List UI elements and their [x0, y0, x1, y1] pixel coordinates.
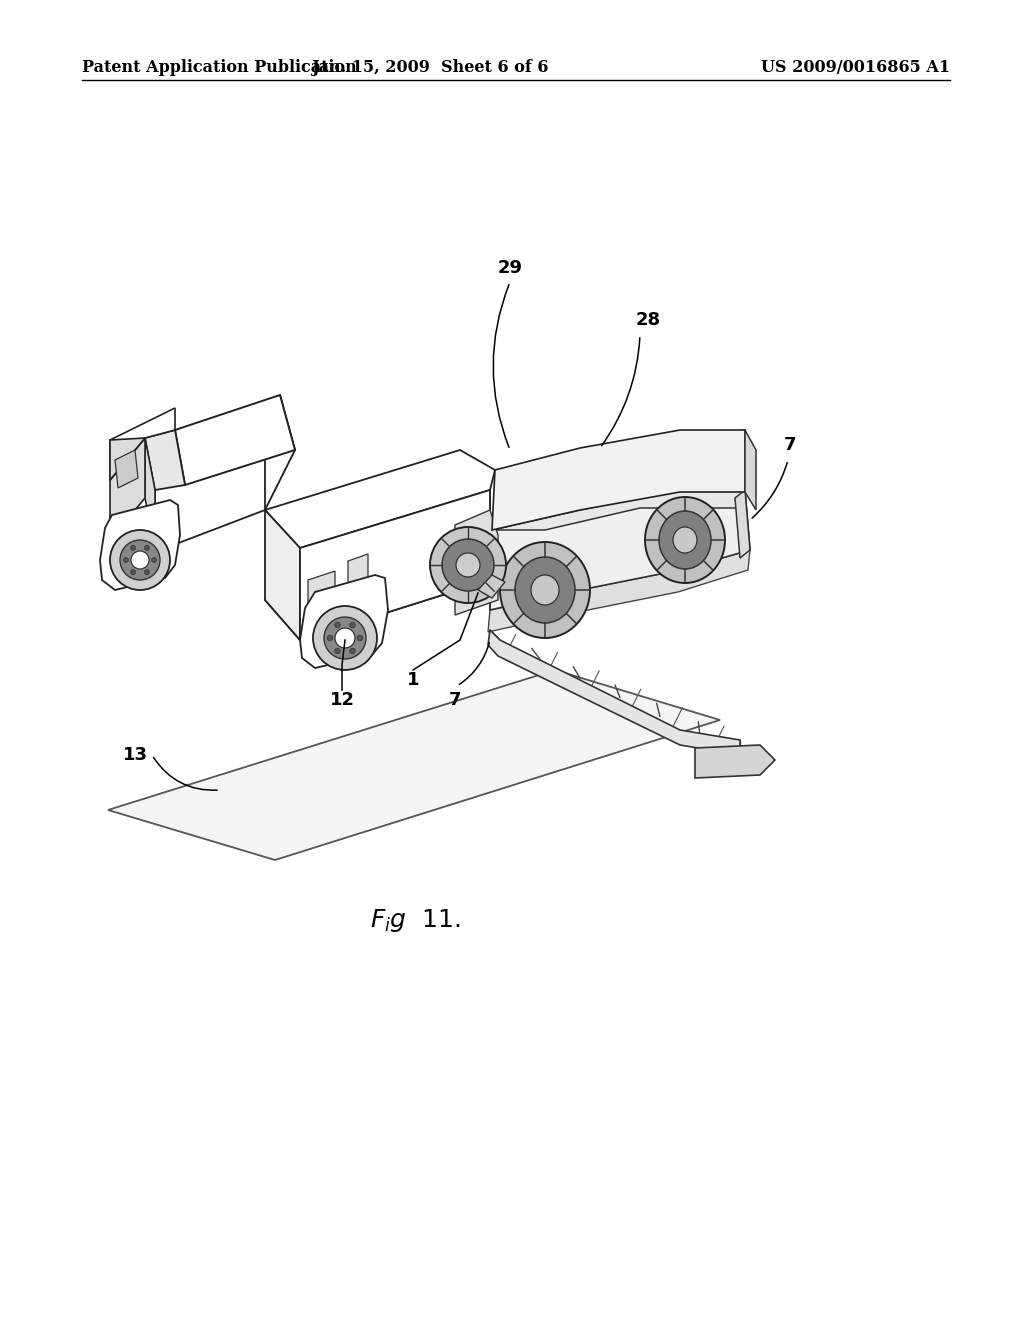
Polygon shape	[115, 450, 138, 488]
Ellipse shape	[659, 511, 711, 569]
Ellipse shape	[130, 570, 135, 574]
Polygon shape	[265, 450, 495, 548]
Polygon shape	[488, 550, 750, 632]
Ellipse shape	[350, 648, 355, 653]
Text: 29: 29	[498, 259, 522, 277]
Ellipse shape	[120, 540, 160, 579]
Ellipse shape	[124, 557, 128, 562]
Text: Jan. 15, 2009  Sheet 6 of 6: Jan. 15, 2009 Sheet 6 of 6	[311, 59, 549, 77]
Ellipse shape	[152, 557, 157, 562]
Polygon shape	[145, 438, 155, 548]
Ellipse shape	[456, 553, 480, 577]
Polygon shape	[745, 430, 756, 510]
Polygon shape	[695, 744, 775, 777]
Polygon shape	[348, 554, 368, 598]
Polygon shape	[175, 395, 295, 484]
Text: 7: 7	[783, 436, 797, 454]
Polygon shape	[110, 438, 145, 540]
Ellipse shape	[110, 531, 170, 590]
Polygon shape	[100, 500, 180, 590]
Polygon shape	[145, 430, 185, 490]
Polygon shape	[492, 490, 745, 531]
Text: 13: 13	[123, 746, 147, 764]
Ellipse shape	[144, 545, 150, 550]
Polygon shape	[108, 671, 720, 861]
Ellipse shape	[515, 557, 575, 623]
Ellipse shape	[324, 616, 366, 659]
Ellipse shape	[645, 498, 725, 583]
Text: 7: 7	[449, 690, 461, 709]
Ellipse shape	[131, 550, 150, 569]
Polygon shape	[478, 576, 505, 598]
Text: Patent Application Publication: Patent Application Publication	[82, 59, 356, 77]
Text: US 2009/0016865 A1: US 2009/0016865 A1	[761, 59, 950, 77]
Polygon shape	[735, 490, 750, 558]
Text: 12: 12	[330, 690, 354, 709]
Ellipse shape	[531, 576, 559, 605]
Polygon shape	[300, 490, 490, 640]
Ellipse shape	[130, 545, 135, 550]
Ellipse shape	[673, 527, 697, 553]
Ellipse shape	[350, 622, 355, 628]
Ellipse shape	[335, 622, 340, 628]
Ellipse shape	[335, 628, 355, 648]
Polygon shape	[300, 576, 388, 668]
Polygon shape	[455, 510, 498, 615]
Ellipse shape	[442, 539, 494, 591]
Polygon shape	[155, 447, 265, 552]
Ellipse shape	[144, 570, 150, 574]
Ellipse shape	[430, 527, 506, 603]
Text: 28: 28	[636, 312, 660, 329]
Polygon shape	[492, 430, 745, 531]
Text: 1: 1	[407, 671, 419, 689]
Polygon shape	[110, 438, 145, 480]
Ellipse shape	[335, 648, 340, 653]
Text: $\mathit{F_{i}g}$  $\mathit{11.}$: $\mathit{F_{i}g}$ $\mathit{11.}$	[370, 907, 461, 933]
Polygon shape	[488, 630, 740, 755]
Polygon shape	[110, 408, 175, 480]
Polygon shape	[490, 490, 750, 610]
Polygon shape	[308, 572, 335, 619]
Polygon shape	[265, 510, 300, 640]
Ellipse shape	[313, 606, 377, 671]
Ellipse shape	[357, 635, 362, 640]
Ellipse shape	[500, 543, 590, 638]
Ellipse shape	[328, 635, 333, 640]
